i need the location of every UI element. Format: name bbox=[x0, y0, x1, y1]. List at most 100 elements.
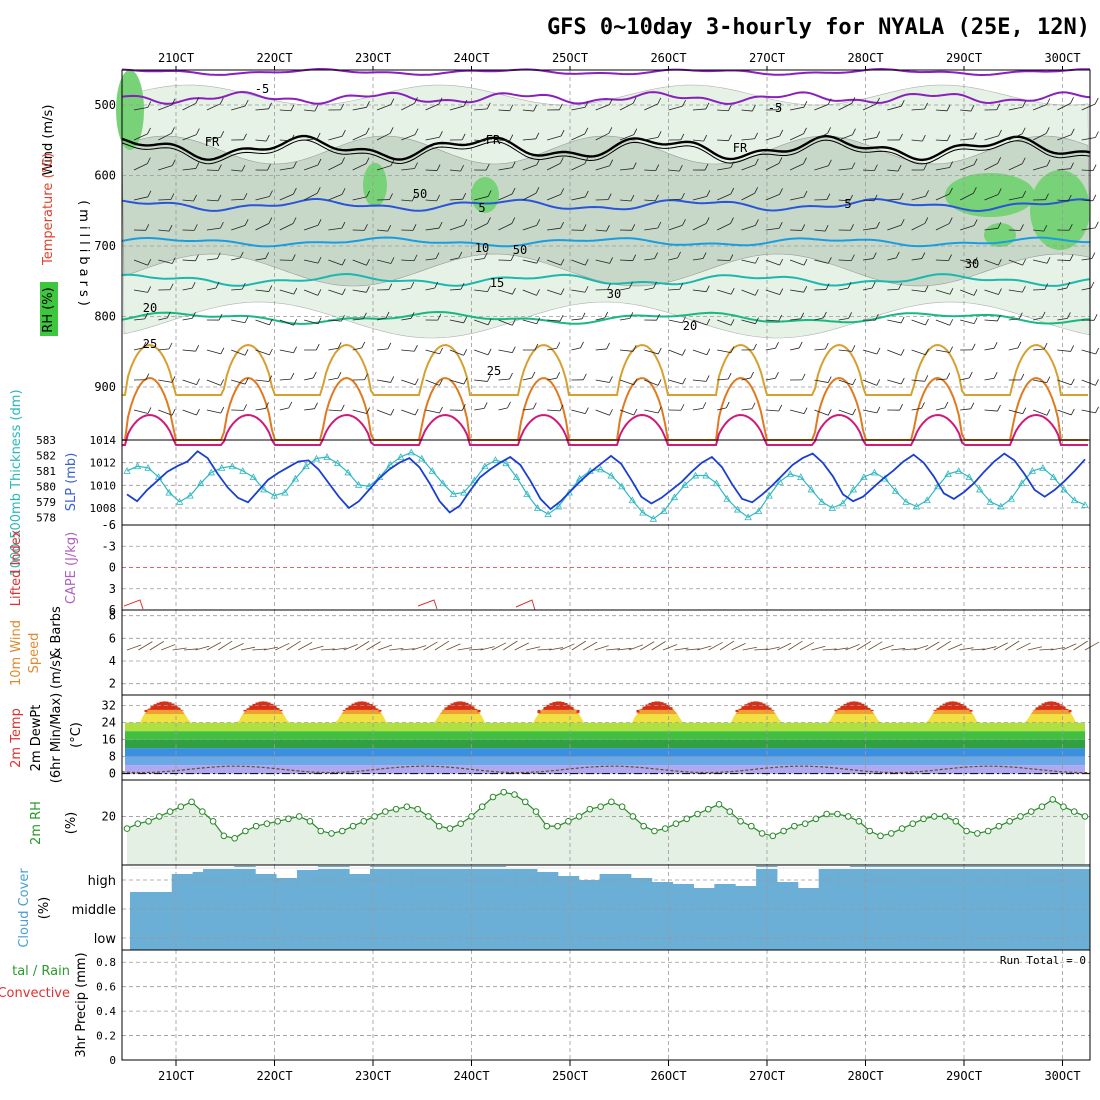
rh-point bbox=[521, 798, 529, 806]
precip-ylabel-b: Convective bbox=[0, 986, 70, 1001]
wind-speed-point bbox=[649, 651, 655, 657]
rh-point bbox=[554, 822, 561, 830]
wind-barb-flag bbox=[171, 98, 176, 105]
wind-barb-flag bbox=[703, 134, 708, 142]
wind-barb-flag bbox=[435, 252, 440, 259]
surface-wind-barb bbox=[469, 648, 484, 651]
panel-frame-wind bbox=[121, 609, 1091, 696]
wind-barb bbox=[1032, 165, 1048, 171]
wind-speed-point bbox=[1082, 617, 1088, 623]
wind-barb bbox=[401, 102, 415, 111]
cloud-high-bar bbox=[672, 884, 684, 892]
wind-barb bbox=[814, 259, 829, 264]
wind-barb-flag bbox=[390, 98, 395, 105]
surface-wind-barb bbox=[138, 641, 153, 651]
cloud-low-mid bbox=[130, 892, 1090, 950]
cloud-high-bar bbox=[557, 876, 569, 892]
wind-barb-flag bbox=[463, 377, 468, 385]
wind-barb bbox=[741, 164, 756, 171]
wind-barb-flag bbox=[215, 281, 220, 289]
wind-barb bbox=[401, 409, 416, 416]
wind-barb-flag bbox=[1070, 378, 1075, 386]
rh-point bbox=[941, 813, 949, 820]
wind-barb-flag bbox=[341, 188, 346, 195]
wind-barb bbox=[328, 377, 339, 381]
wind-barb-flag bbox=[755, 158, 759, 166]
wind-barb bbox=[862, 287, 873, 291]
wind-barb bbox=[303, 192, 318, 201]
wind-barb bbox=[887, 379, 902, 385]
wind-barb bbox=[498, 109, 510, 112]
rh-point bbox=[748, 822, 755, 830]
rh-point bbox=[199, 808, 206, 815]
wind-barb-flag bbox=[946, 134, 951, 141]
thickness-point bbox=[512, 473, 521, 480]
wind-barb bbox=[498, 349, 513, 354]
wind-barb-flag bbox=[1066, 281, 1071, 289]
surface-wind-barb bbox=[708, 641, 723, 651]
wind-speed-point bbox=[158, 667, 164, 673]
wind-barb bbox=[790, 196, 805, 201]
thickness-point bbox=[1039, 463, 1047, 471]
wind-barb bbox=[935, 319, 950, 326]
wind-barb bbox=[741, 259, 756, 264]
wind-barb bbox=[984, 135, 999, 141]
wind-barb bbox=[255, 319, 270, 326]
rh-point bbox=[403, 803, 411, 811]
wind-barb bbox=[279, 139, 292, 142]
rh-point bbox=[349, 822, 357, 830]
wind-barb-flag bbox=[414, 97, 418, 104]
thickness-point bbox=[533, 504, 542, 511]
wind-speed-point bbox=[500, 680, 506, 686]
wind-barb bbox=[352, 106, 367, 111]
wind-speed-point bbox=[785, 631, 791, 637]
surface-wind-barb bbox=[936, 640, 951, 651]
rh-point bbox=[500, 788, 508, 796]
wind-barb-flag bbox=[803, 258, 808, 266]
wind-barb bbox=[328, 409, 342, 412]
wind-barb bbox=[838, 199, 850, 202]
wind-barb-flag bbox=[921, 252, 926, 259]
wind-barb bbox=[206, 227, 221, 231]
thickness-point bbox=[870, 468, 879, 476]
wind-barb bbox=[838, 168, 852, 171]
wind-barb-flag bbox=[632, 97, 637, 104]
bottom-date-label: 25OCT bbox=[552, 1069, 588, 1083]
precip-ylabel-c: 3hr Precip (mm) bbox=[74, 952, 89, 1057]
wind-barb bbox=[206, 287, 217, 291]
wind-barb-flag bbox=[195, 254, 199, 261]
wind-barb-flag bbox=[1070, 345, 1075, 352]
wind-barb bbox=[376, 409, 391, 416]
slp-tick-label: 1010 bbox=[90, 479, 117, 492]
wind-barb-flag bbox=[434, 281, 439, 289]
wind-barb bbox=[425, 349, 440, 355]
wind-barb bbox=[133, 196, 149, 201]
cloud-high-bar bbox=[693, 888, 705, 892]
wind-barb bbox=[279, 289, 294, 295]
wind-barb-flag bbox=[803, 127, 807, 134]
wind-barb bbox=[692, 407, 703, 411]
thickness-point bbox=[260, 485, 268, 493]
wind-barb bbox=[668, 319, 683, 324]
wind-barb-flag bbox=[1095, 347, 1100, 355]
wind-barb-flag bbox=[608, 127, 613, 134]
freezing-level-line bbox=[121, 134, 1091, 162]
wind-barb-flag bbox=[997, 222, 1002, 229]
surface-wind-barb bbox=[503, 640, 518, 651]
wind-barb bbox=[717, 109, 729, 112]
wind-barb-flag bbox=[293, 319, 297, 326]
thickness-point bbox=[660, 507, 668, 514]
wind-barb-flag bbox=[946, 372, 951, 380]
wind-barb bbox=[522, 319, 537, 325]
cloud-high-bar bbox=[808, 888, 820, 892]
wind-barb bbox=[328, 259, 343, 266]
wind-barb-flag bbox=[511, 187, 516, 195]
wind-barb-flag bbox=[560, 258, 565, 266]
wind-barb-flag bbox=[876, 347, 881, 355]
wind-speed-point bbox=[170, 663, 176, 669]
wind-barb-flag bbox=[317, 256, 322, 264]
wind-barb bbox=[692, 379, 707, 382]
wind-barb bbox=[303, 289, 319, 296]
wind-barb bbox=[498, 193, 513, 201]
wind-barb-flag bbox=[366, 101, 370, 108]
